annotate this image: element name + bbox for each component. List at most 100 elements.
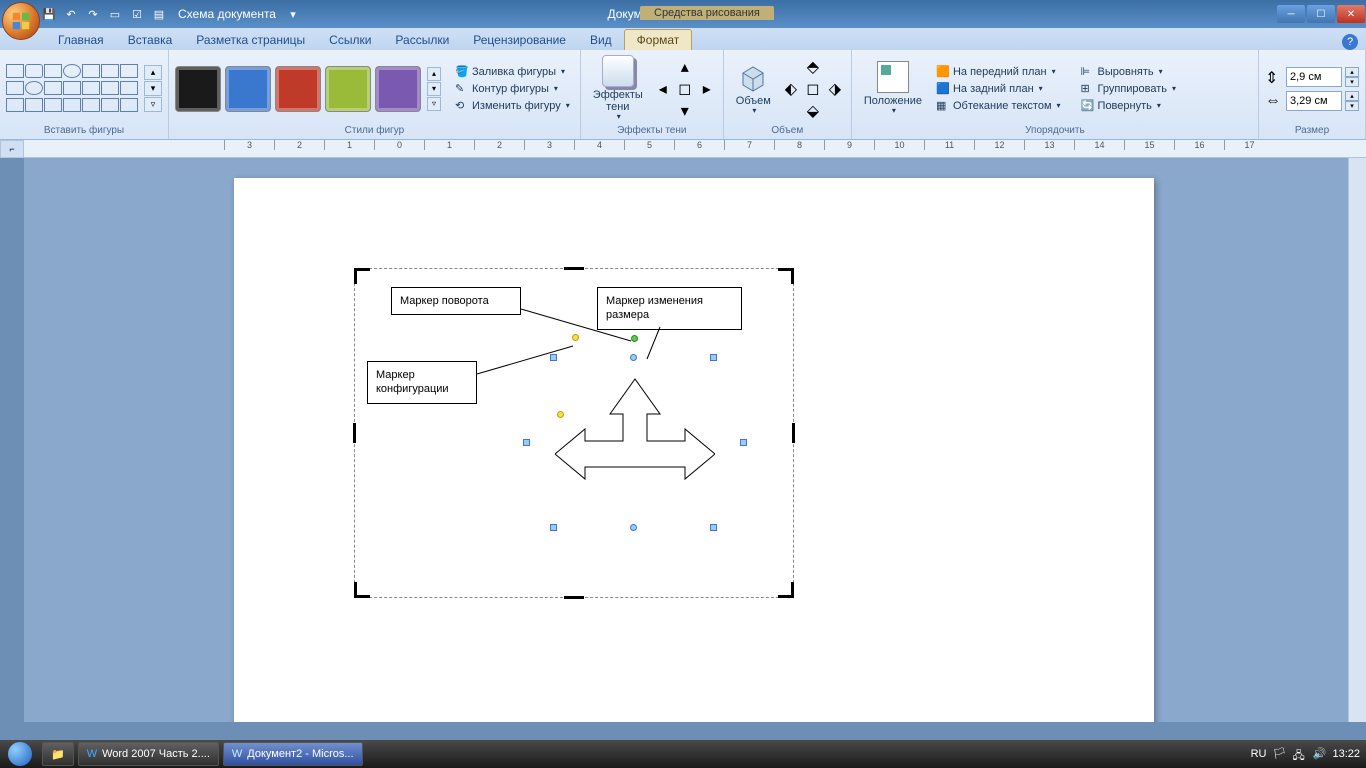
height-input[interactable] (1286, 67, 1342, 87)
width-down[interactable]: ▾ (1345, 101, 1359, 111)
volume-button[interactable]: Объем▾ (730, 59, 777, 118)
tray-volume-icon[interactable]: 🔊 (1312, 747, 1326, 761)
tab-home[interactable]: Главная (46, 30, 116, 50)
horizontal-ruler[interactable]: ⌐ 32101234567891011121314151617 (24, 140, 1366, 158)
selection-handle[interactable] (550, 524, 557, 531)
canvas-handle-tr[interactable] (778, 268, 794, 284)
tab-layout[interactable]: Разметка страницы (184, 30, 317, 50)
canvas-handle-mt[interactable] (564, 267, 584, 270)
close-button[interactable]: ✕ (1337, 5, 1365, 23)
canvas-handle-bl[interactable] (354, 582, 370, 598)
rotate-button[interactable]: 🔄Повернуть▾ (1077, 98, 1181, 114)
styles-up-button[interactable]: ▴ (427, 67, 441, 81)
position-button[interactable]: Положение▾ (858, 59, 928, 118)
styles-down-button[interactable]: ▾ (427, 82, 441, 96)
width-input[interactable] (1286, 91, 1342, 111)
change-shape-button[interactable]: ⟲Изменить фигуру▾ (451, 98, 574, 114)
tab-review[interactable]: Рецензирование (461, 30, 578, 50)
selection-handle[interactable] (523, 439, 530, 446)
taskbar-item-word2[interactable]: WДокумент2 - Micros... (223, 742, 363, 766)
tilt-right-button[interactable]: ⬗ (825, 79, 845, 99)
tray-lang[interactable]: RU (1251, 748, 1267, 760)
shapes-gallery[interactable] (6, 64, 138, 114)
callout-adjustment[interactable]: Маркер конфигурации (367, 361, 477, 404)
group-label-shadow: Эффекты тени (587, 125, 717, 137)
style-swatch[interactable] (225, 66, 271, 112)
vertical-scrollbar[interactable] (1348, 158, 1366, 722)
gallery-up-button[interactable]: ▴ (144, 65, 162, 80)
tilt-down-button[interactable]: ⬙ (803, 101, 823, 121)
group-button[interactable]: ⊞Группировать▾ (1077, 81, 1181, 97)
style-swatch[interactable] (325, 66, 371, 112)
gallery-more-button[interactable]: ▿ (144, 97, 162, 112)
tilt-left-button[interactable]: ⬖ (781, 79, 801, 99)
selection-handle[interactable] (740, 439, 747, 446)
tilt-toggle-button[interactable]: ◻ (803, 79, 823, 99)
redo-icon[interactable]: ↷ (84, 5, 102, 23)
shadow-toggle-button[interactable]: ◻ (675, 79, 695, 99)
qat-more-icon[interactable]: ▾ (284, 5, 302, 23)
send-back-button[interactable]: 🟦На задний план▾ (932, 81, 1065, 97)
selection-handle[interactable] (710, 354, 717, 361)
start-button[interactable] (0, 740, 40, 768)
gallery-down-button[interactable]: ▾ (144, 81, 162, 96)
minimize-button[interactable]: ─ (1277, 5, 1305, 23)
style-swatch[interactable] (275, 66, 321, 112)
doc-map-icon[interactable]: ▤ (150, 5, 168, 23)
shadow-right-button[interactable]: ▸ (697, 79, 717, 99)
canvas-handle-ml[interactable] (353, 423, 356, 443)
text-wrap-button[interactable]: ▦Обтекание текстом▾ (932, 98, 1065, 114)
group-shadow: Эффекты тени▾ ▴ ◂◻▸ ▾ Эффекты тени (581, 50, 724, 139)
tray-network-icon[interactable]: 🖧 (1292, 747, 1306, 761)
tab-view[interactable]: Вид (578, 30, 624, 50)
style-swatch[interactable] (375, 66, 421, 112)
ruler-corner[interactable]: ⌐ (0, 140, 24, 158)
style-swatch[interactable] (175, 66, 221, 112)
print-preview-icon[interactable]: ▭ (106, 5, 124, 23)
shadow-up-button[interactable]: ▴ (675, 57, 695, 77)
tab-format[interactable]: Формат (624, 29, 693, 50)
tab-mailings[interactable]: Рассылки (383, 30, 461, 50)
bring-front-button[interactable]: 🟧На передний план▾ (932, 64, 1065, 80)
maximize-button[interactable]: ☐ (1307, 5, 1335, 23)
undo-icon[interactable]: ↶ (62, 5, 80, 23)
selection-handle[interactable] (630, 524, 637, 531)
checkbox-icon[interactable]: ☑ (128, 5, 146, 23)
shape-fill-button[interactable]: 🪣Заливка фигуры▾ (451, 64, 574, 80)
styles-more-button[interactable]: ▿ (427, 97, 441, 111)
height-up[interactable]: ▴ (1345, 67, 1359, 77)
tray-flag-icon[interactable]: 🏳 (1272, 747, 1286, 761)
tilt-up-button[interactable]: ⬘ (803, 57, 823, 77)
arrow-shape[interactable] (555, 359, 715, 529)
rotation-handle[interactable] (631, 335, 638, 342)
shadow-effects-button[interactable]: Эффекты тени▾ (587, 53, 649, 124)
align-button[interactable]: ⊫Выровнять▾ (1077, 64, 1181, 80)
help-button[interactable]: ? (1342, 34, 1358, 50)
selection-handle[interactable] (710, 524, 717, 531)
word-icon: W (87, 748, 97, 760)
qat-label[interactable]: Схема документа (178, 7, 276, 21)
taskbar-item-explorer[interactable]: 📁 (42, 742, 74, 766)
office-button[interactable] (2, 2, 40, 40)
canvas-handle-br[interactable] (778, 582, 794, 598)
selection-handle[interactable] (550, 354, 557, 361)
save-icon[interactable]: 💾 (40, 5, 58, 23)
selection-handle[interactable] (630, 354, 637, 361)
canvas-handle-mr[interactable] (792, 423, 795, 443)
width-up[interactable]: ▴ (1345, 91, 1359, 101)
shape-outline-button[interactable]: ✎Контур фигуры▾ (451, 81, 574, 97)
tab-references[interactable]: Ссылки (317, 30, 383, 50)
shadow-left-button[interactable]: ◂ (653, 79, 673, 99)
canvas-handle-mb[interactable] (564, 596, 584, 599)
callout-rotation[interactable]: Маркер поворота (391, 287, 521, 315)
back-icon: 🟦 (936, 82, 950, 96)
callout-resize[interactable]: Маркер изменения размера (597, 287, 742, 330)
shadow-down-button[interactable]: ▾ (675, 101, 695, 121)
page[interactable]: Маркер поворота Маркер изменения размера… (234, 178, 1154, 722)
tray-clock[interactable]: 13:22 (1332, 748, 1360, 760)
canvas-handle-tl[interactable] (354, 268, 370, 284)
drawing-canvas[interactable]: Маркер поворота Маркер изменения размера… (354, 268, 794, 598)
taskbar-item-word1[interactable]: WWord 2007 Часть 2.... (78, 742, 219, 766)
height-down[interactable]: ▾ (1345, 77, 1359, 87)
tab-insert[interactable]: Вставка (116, 30, 185, 50)
